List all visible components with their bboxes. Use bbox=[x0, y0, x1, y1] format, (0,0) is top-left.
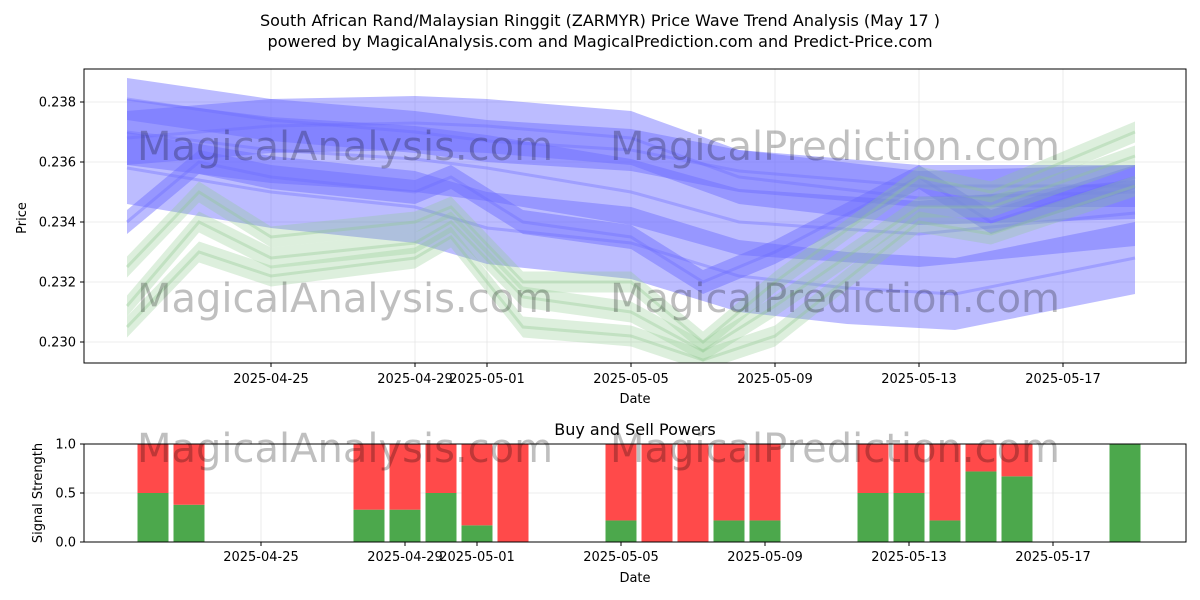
chart-title-line1: South African Rand/Malaysian Ringgit (ZA… bbox=[260, 11, 940, 30]
buy-bar bbox=[605, 520, 637, 542]
blue-wave-1 bbox=[127, 78, 1135, 207]
signal-x-tick-label: 2025-04-29 bbox=[367, 550, 443, 565]
blue-wave-3 bbox=[127, 132, 1135, 330]
buy-bar bbox=[965, 471, 997, 542]
buy-bar bbox=[173, 504, 205, 542]
blue-wave-4-line bbox=[126, 121, 1136, 200]
blue-wave-1-line bbox=[126, 97, 1135, 188]
sell-bar bbox=[389, 444, 421, 510]
watermark-prediction-mid: MagicalPrediction.com bbox=[610, 276, 1060, 322]
price-x-tick-label: 2025-04-29 bbox=[377, 372, 453, 387]
buy-bar bbox=[461, 525, 493, 542]
blue-wave-5 bbox=[127, 150, 1135, 294]
green-wave-1 bbox=[127, 121, 1135, 353]
buy-bar bbox=[425, 493, 457, 542]
signal-x-label: Date bbox=[619, 571, 650, 586]
signal-x-tick-label: 2025-05-17 bbox=[1015, 550, 1091, 565]
chart-title-line2: powered by MagicalAnalysis.com and Magic… bbox=[267, 32, 932, 51]
sell-bar bbox=[497, 444, 529, 542]
price-y-tick-label: 0.238 bbox=[39, 96, 76, 111]
sell-bar bbox=[1001, 444, 1033, 477]
green-wave-3-line bbox=[125, 184, 1136, 362]
price-plot-frame bbox=[83, 68, 1187, 364]
price-x-tick-label: 2025-05-09 bbox=[737, 372, 813, 387]
buy-bar bbox=[857, 493, 889, 542]
price-x-tick-label: 2025-05-13 bbox=[881, 372, 957, 387]
signal-x-tick-label: 2025-05-05 bbox=[583, 550, 659, 565]
price-x-tick-label: 2025-05-01 bbox=[449, 372, 525, 387]
buy-bar bbox=[389, 509, 421, 542]
signal-bars bbox=[137, 444, 1141, 542]
signal-x-tick-label: 2025-04-25 bbox=[223, 550, 299, 565]
price-y-tick-label: 0.230 bbox=[39, 336, 76, 351]
watermark-analysis-top: MagicalAnalysis.com bbox=[137, 124, 553, 170]
sell-bar bbox=[425, 444, 457, 493]
green-wave-1-line bbox=[125, 130, 1136, 344]
signal-chart: Buy and Sell Powers MagicalAnalysis.com … bbox=[31, 420, 1187, 586]
sell-bar bbox=[605, 444, 637, 521]
sell-bar bbox=[857, 444, 889, 493]
sell-bar bbox=[965, 444, 997, 472]
watermark-prediction-top: MagicalPrediction.com bbox=[610, 124, 1060, 170]
signal-y-label: Signal Strength bbox=[31, 443, 46, 543]
signal-y-tick-label: 0.5 bbox=[55, 487, 76, 502]
buy-bar bbox=[137, 493, 169, 542]
signal-y-tick-label: 1.0 bbox=[55, 438, 76, 453]
signal-chart-title: Buy and Sell Powers bbox=[554, 420, 716, 439]
watermark-analysis-bottom: MagicalAnalysis.com bbox=[137, 426, 553, 472]
signal-x-tick-label: 2025-05-01 bbox=[439, 550, 515, 565]
sell-bar bbox=[749, 444, 781, 521]
buy-bar bbox=[893, 493, 925, 542]
buy-bar bbox=[1109, 444, 1141, 542]
sell-bar bbox=[677, 444, 709, 542]
buy-bar bbox=[353, 509, 385, 542]
price-y-label: Price bbox=[15, 202, 30, 234]
sell-bar bbox=[461, 444, 493, 526]
green-wave-2-line bbox=[125, 154, 1136, 353]
price-chart: MagicalAnalysis.com MagicalPrediction.co… bbox=[15, 68, 1187, 407]
price-plot-area bbox=[84, 69, 1186, 363]
sell-bar bbox=[641, 444, 673, 542]
buy-bar bbox=[713, 520, 745, 542]
sell-bar bbox=[173, 444, 205, 505]
price-grid bbox=[84, 69, 1186, 363]
price-y-tick-label: 0.232 bbox=[39, 276, 76, 291]
watermark-prediction-bottom: MagicalPrediction.com bbox=[610, 426, 1060, 472]
price-x-tick-label: 2025-05-17 bbox=[1025, 372, 1101, 387]
price-x-tick-label: 2025-05-05 bbox=[593, 372, 669, 387]
sell-bar bbox=[929, 444, 961, 521]
price-x-tick-label: 2025-04-25 bbox=[233, 372, 309, 387]
price-y-tick-label: 0.234 bbox=[39, 216, 76, 231]
signal-x-tick-label: 2025-05-09 bbox=[727, 550, 803, 565]
blue-wave-3-line bbox=[126, 166, 1136, 296]
price-x-label: Date bbox=[619, 392, 650, 407]
blue-wave-4 bbox=[127, 96, 1135, 225]
buy-bar bbox=[749, 520, 781, 542]
blue-wave-2-line bbox=[126, 130, 1136, 236]
sell-bar bbox=[893, 444, 925, 493]
blue-wave-2 bbox=[127, 99, 1135, 267]
sell-bar bbox=[137, 444, 169, 493]
signal-y-tick-label: 0.0 bbox=[55, 536, 76, 551]
green-wave-2 bbox=[127, 145, 1135, 362]
sell-bar bbox=[353, 444, 385, 510]
price-waves bbox=[125, 78, 1136, 363]
buy-bar bbox=[1001, 476, 1033, 542]
blue-wave-5-line bbox=[126, 160, 1136, 284]
signal-x-tick-label: 2025-05-13 bbox=[871, 550, 947, 565]
buy-bar bbox=[929, 520, 961, 542]
price-y-tick-label: 0.236 bbox=[39, 156, 76, 171]
sell-bar bbox=[713, 444, 745, 521]
watermark-analysis-mid: MagicalAnalysis.com bbox=[137, 276, 553, 322]
green-wave-3 bbox=[127, 175, 1135, 363]
